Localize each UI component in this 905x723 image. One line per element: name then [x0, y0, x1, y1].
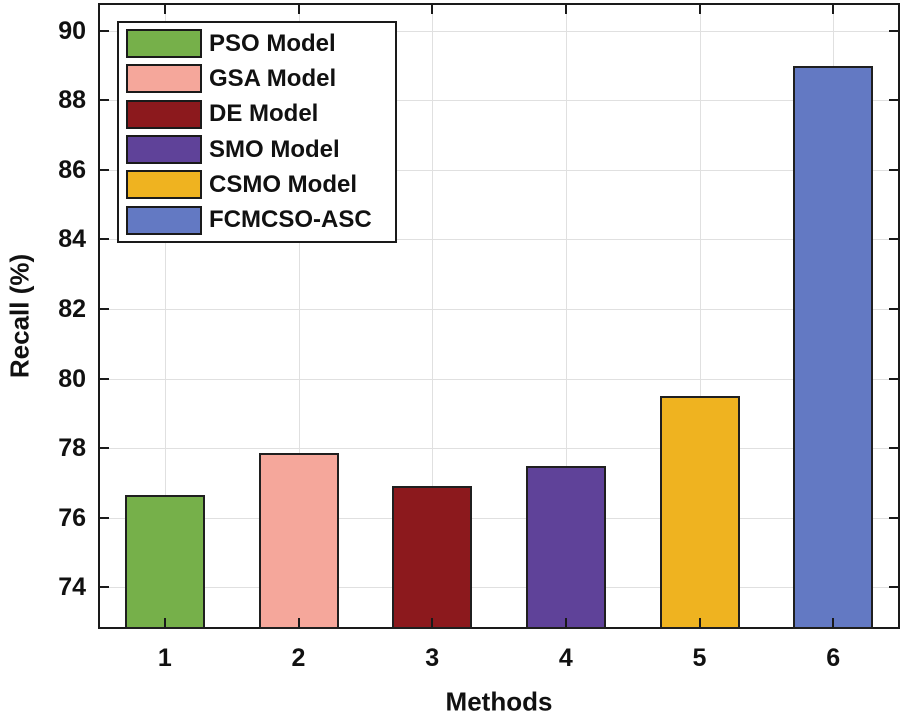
- h-gridline: [100, 100, 898, 102]
- y-tick-left: [100, 168, 109, 171]
- h-gridline: [100, 30, 898, 32]
- y-tick-left: [100, 29, 109, 32]
- h-gridline: [100, 169, 898, 171]
- v-gridline: [699, 5, 701, 627]
- legend: PSO Model GSA Model DE Model SMO Model CSMO …: [117, 21, 397, 243]
- y-tick-right: [889, 238, 898, 241]
- bar-4: [525, 465, 606, 629]
- y-tick-label: 84: [58, 225, 86, 254]
- x-tick-label: 5: [692, 644, 707, 672]
- legend-item: DE Model: [126, 98, 391, 131]
- y-tick-right: [889, 586, 898, 589]
- h-gridline: [100, 309, 898, 311]
- y-tick-left: [100, 586, 109, 589]
- y-tick-left: [100, 99, 109, 102]
- legend-swatch: [126, 29, 202, 59]
- x-tick-top: [832, 5, 835, 14]
- y-tick-label: 76: [58, 503, 86, 532]
- y-tick-label: 80: [58, 364, 86, 393]
- legend-label: PSO Model: [209, 29, 336, 57]
- x-tick-top: [698, 5, 701, 14]
- x-tick-top: [431, 5, 434, 14]
- legend-swatch: [126, 135, 202, 165]
- legend-item: SMO Model: [126, 133, 391, 166]
- x-tick-bottom: [564, 618, 567, 627]
- bar-3: [392, 486, 473, 629]
- legend-swatch: [126, 170, 202, 200]
- x-tick-bottom: [698, 618, 701, 627]
- y-tick-left: [100, 516, 109, 519]
- x-tick-bottom: [297, 618, 300, 627]
- y-tick-label: 90: [58, 16, 86, 45]
- h-gridline: [100, 378, 898, 380]
- x-tick-top: [297, 5, 300, 14]
- legend-item: CSMO Model: [126, 168, 391, 201]
- bar-1: [124, 495, 205, 629]
- x-tick-label: 3: [425, 644, 440, 672]
- y-axis-label: Recall (%): [4, 253, 35, 379]
- x-tick-top: [564, 5, 567, 14]
- legend-item: GSA Model: [126, 62, 391, 95]
- y-tick-left: [100, 308, 109, 311]
- x-tick-label: 1: [157, 644, 172, 672]
- y-tick-label: 78: [58, 434, 86, 463]
- y-tick-label: 86: [58, 155, 86, 184]
- y-tick-right: [889, 308, 898, 311]
- v-gridline: [565, 5, 567, 627]
- y-tick-left: [100, 238, 109, 241]
- y-tick-right: [889, 447, 898, 450]
- y-tick-left: [100, 377, 109, 380]
- legend-label: FCMCSO-ASC: [209, 206, 372, 234]
- x-tick-bottom: [163, 618, 166, 627]
- x-tick-label: 4: [558, 644, 573, 672]
- y-tick-right: [889, 99, 898, 102]
- legend-swatch: [126, 205, 202, 235]
- x-tick-bottom: [832, 618, 835, 627]
- legend-swatch: [126, 64, 202, 94]
- y-tick-left: [100, 447, 109, 450]
- v-gridline: [432, 5, 434, 627]
- x-tick-top: [163, 5, 166, 14]
- y-tick-right: [889, 168, 898, 171]
- y-tick-right: [889, 29, 898, 32]
- y-tick-label: 74: [58, 573, 86, 602]
- h-gridline: [100, 587, 898, 589]
- legend-label: GSA Model: [209, 64, 337, 92]
- bar-2: [258, 453, 339, 629]
- y-tick-label: 82: [58, 295, 86, 324]
- h-gridline: [100, 448, 898, 450]
- x-axis-label: Methods: [445, 686, 553, 717]
- bar-6: [793, 65, 874, 629]
- legend-item: FCMCSO-ASC: [126, 204, 391, 237]
- legend-item: PSO Model: [126, 27, 391, 60]
- y-tick-right: [889, 516, 898, 519]
- legend-label: SMO Model: [209, 135, 340, 163]
- legend-label: CSMO Model: [209, 170, 357, 198]
- x-tick-bottom: [431, 618, 434, 627]
- y-tick-right: [889, 377, 898, 380]
- v-gridline: [298, 5, 300, 627]
- v-gridline: [164, 5, 166, 627]
- x-tick-label: 6: [826, 644, 841, 672]
- y-tick-label: 88: [58, 86, 86, 115]
- bar-5: [659, 395, 740, 629]
- h-gridline: [100, 517, 898, 519]
- x-tick-label: 2: [291, 644, 306, 672]
- plot-frame: [98, 3, 900, 629]
- legend-label: DE Model: [209, 100, 319, 128]
- h-gridline: [100, 239, 898, 241]
- legend-swatch: [126, 99, 202, 129]
